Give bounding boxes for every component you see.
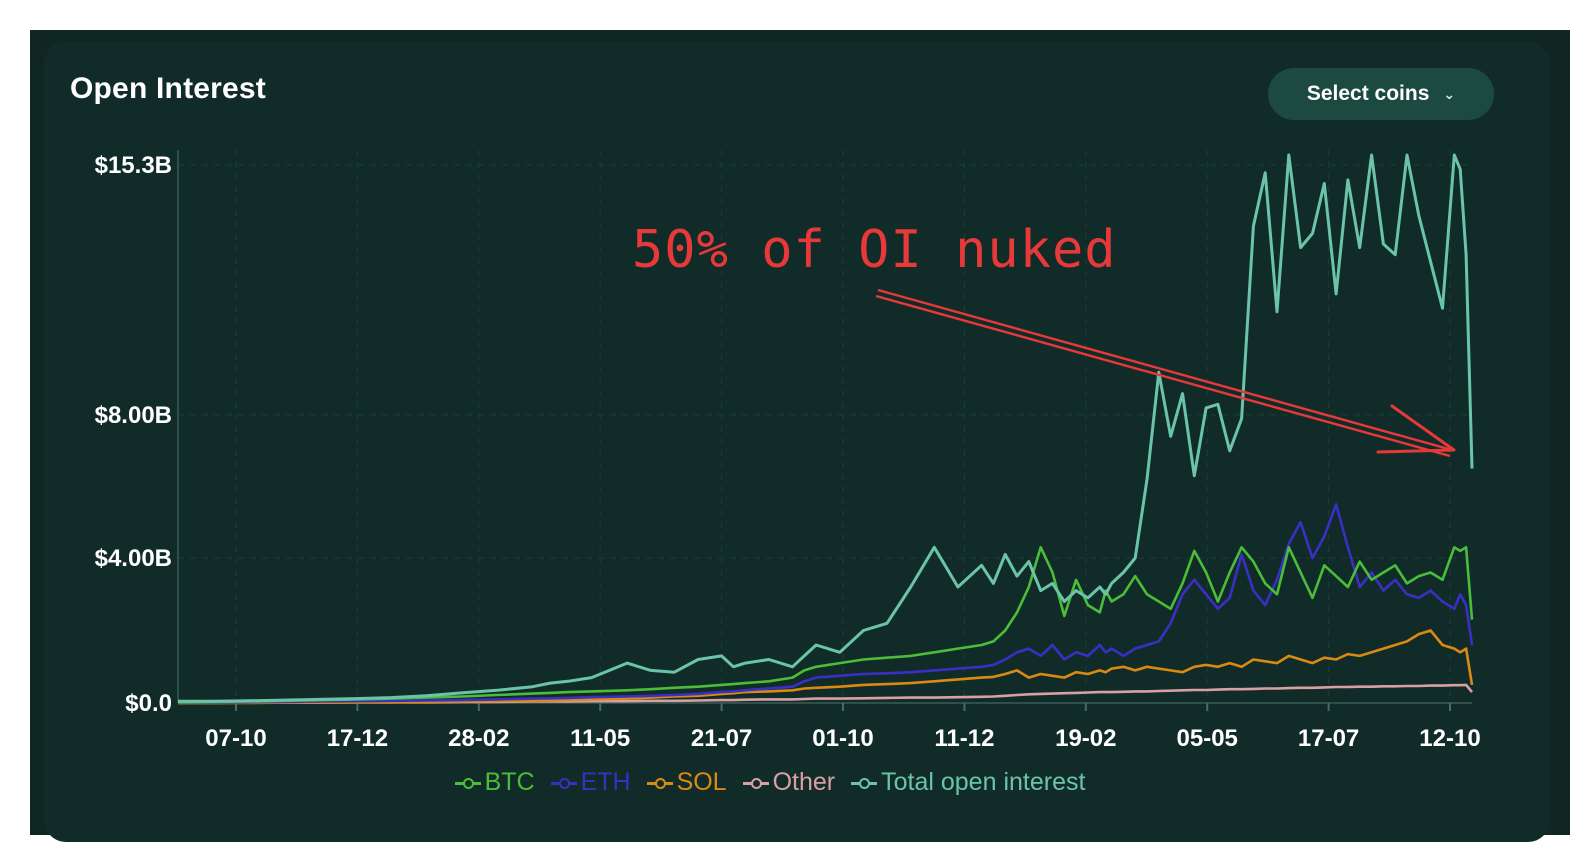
legend-marker-icon [550,776,577,790]
y-tick-label: $15.3B [95,152,172,179]
legend-item-total[interactable]: Total open interest [851,768,1085,797]
x-tick-label: 07-10 [205,725,266,752]
x-tick-label: 21-07 [691,725,752,752]
select-coins-dropdown[interactable]: Select coins ⌄ [1268,68,1494,120]
legend-marker-icon [851,776,878,790]
y-axis: $15.3B $8.00B $4.00B $0.0 [95,150,179,717]
chevron-down-icon: ⌄ [1443,85,1456,102]
legend-label: ETH [580,768,631,796]
x-axis: 07-10 17-12 28-02 11-05 21-07 01-10 11-12 19-02… [178,702,1481,752]
open-interest-card [44,42,1550,842]
annotation-text: 50% of OI nuked [632,220,1117,280]
x-tick-label: 28-02 [448,725,509,752]
legend-item-other[interactable]: Other [742,768,836,797]
legend-item-eth[interactable]: ETH [550,768,631,797]
chart-grid [178,150,1472,704]
legend-marker-icon [454,776,481,790]
x-tick-label: 05-05 [1177,725,1238,752]
legend-item-sol[interactable]: SOL [646,768,727,797]
x-tick-label: 19-02 [1055,725,1116,752]
x-tick-label: 01-10 [812,725,873,752]
series-line-btc [177,545,1474,704]
series-line-sol [178,629,1474,705]
x-tick-label: 11-05 [570,725,630,752]
series-line-total [178,153,1474,703]
x-tick-label: 11-12 [934,725,994,752]
series-line-eth [178,503,1474,704]
legend-label: BTC [484,768,535,796]
legend-label: Other [772,768,836,796]
x-tick-label: 12-10 [1419,725,1480,752]
legend-marker-icon [742,776,769,790]
select-coins-label: Select coins [1306,82,1430,105]
y-tick-label: $8.00B [95,402,172,429]
annotation-arrow [875,288,1456,458]
chart-title: Open Interest [70,72,266,105]
y-tick-label: $4.00B [95,545,172,572]
legend-marker-icon [646,776,673,790]
chart-legend: BTC ETH SOL Other Total open interest [0,768,1540,797]
legend-item-btc[interactable]: BTC [454,768,535,797]
legend-label: Total open interest [881,768,1086,796]
y-tick-label: $0.0 [125,690,172,717]
x-tick-label: 17-12 [327,725,388,752]
series-line-other [178,683,1474,705]
x-tick-label: 17-07 [1298,725,1359,752]
legend-label: SOL [676,768,727,796]
series-layer [177,153,1474,705]
